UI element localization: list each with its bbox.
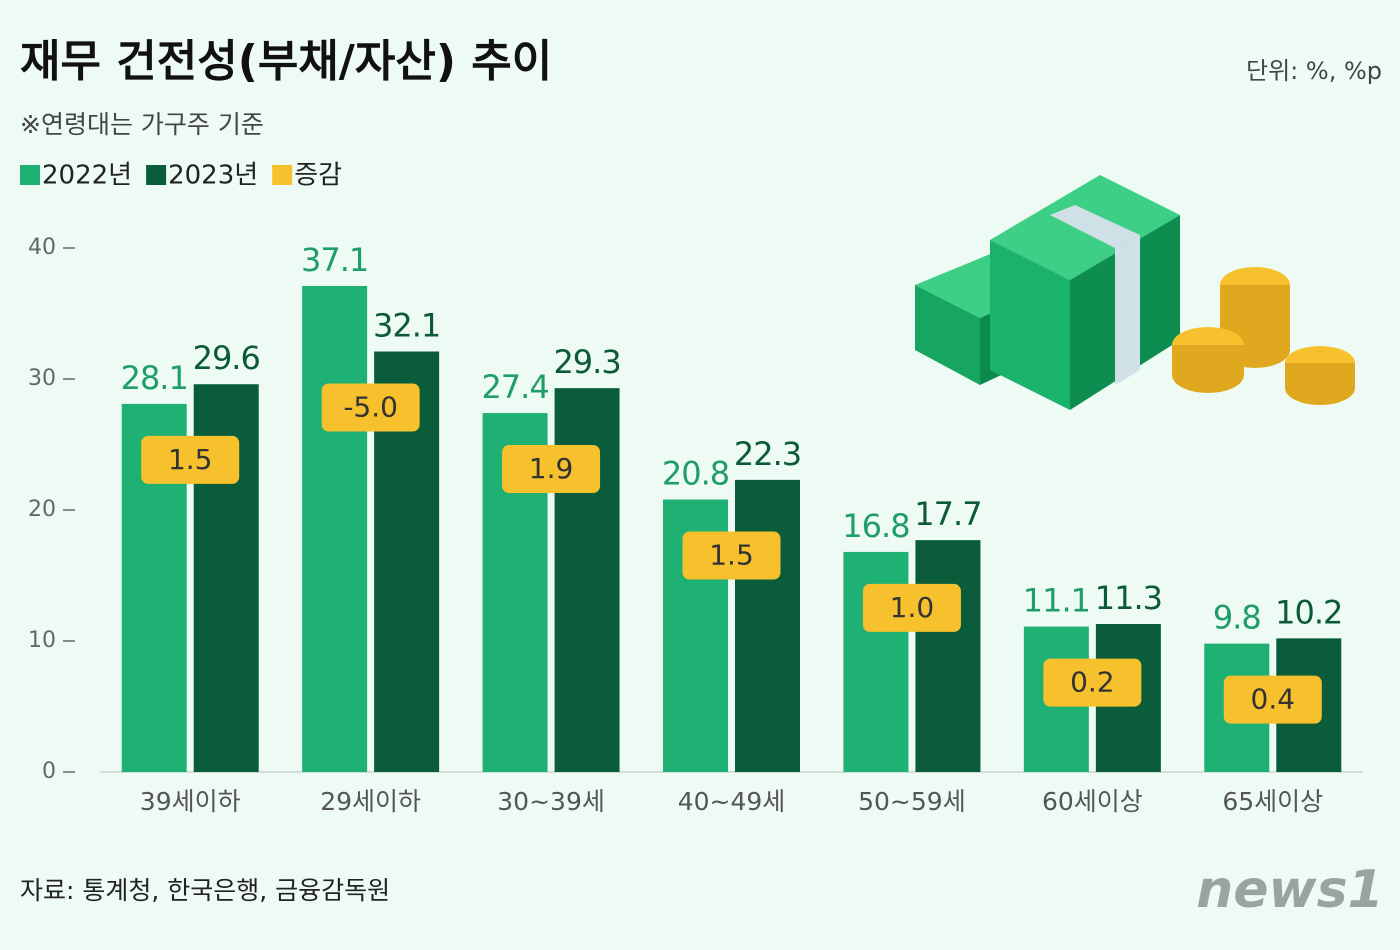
legend-swatch	[272, 165, 293, 185]
value-label: 29.6	[193, 339, 260, 377]
value-label: 27.4	[481, 368, 548, 406]
bar	[915, 540, 981, 772]
change-label: -5.0	[343, 390, 398, 423]
y-tick-label: 0	[42, 759, 56, 784]
value-label: 11.1	[1023, 582, 1090, 620]
value-label: 10.2	[1275, 593, 1342, 631]
money-illustration	[915, 175, 1355, 410]
legend-label: 2022년	[42, 161, 132, 191]
change-badge	[321, 383, 420, 432]
x-tick-label: 29세이하	[320, 787, 421, 816]
change-badge	[682, 531, 781, 580]
note: ※연령대는 가구주 기준	[20, 110, 264, 139]
bar	[735, 479, 800, 772]
bar	[302, 285, 368, 772]
change-badge	[141, 435, 240, 484]
change-label: 0.2	[1070, 666, 1115, 699]
change-label: 1.9	[529, 452, 574, 485]
legend-label: 2023년	[168, 161, 258, 191]
y-tick-label: 20	[28, 497, 56, 522]
value-label: 9.8	[1213, 599, 1261, 637]
value-label: 17.7	[914, 495, 981, 533]
x-tick-label: 40~49세	[678, 787, 786, 816]
y-tick-label: 10	[28, 628, 56, 653]
legend-label: 증감	[294, 161, 342, 191]
y-tick-label: 30	[28, 366, 56, 391]
change-label: 1.0	[890, 591, 935, 624]
legend-swatch	[146, 165, 167, 185]
value-label: 37.1	[301, 241, 368, 279]
x-tick-label: 30~39세	[497, 787, 605, 816]
value-label: 22.3	[734, 435, 801, 473]
logo: news1	[1196, 860, 1383, 920]
change-label: 1.5	[709, 539, 754, 572]
x-tick-label: 50~59세	[858, 787, 966, 816]
change-badge	[502, 445, 601, 494]
value-label: 29.3	[553, 343, 620, 381]
x-tick-label: 39세이하	[140, 787, 241, 816]
value-label: 11.3	[1095, 579, 1162, 617]
value-label: 32.1	[373, 306, 440, 344]
x-tick-label: 65세이상	[1222, 787, 1323, 816]
value-label: 28.1	[121, 359, 188, 397]
change-badge	[1223, 675, 1322, 724]
change-label: 0.4	[1251, 683, 1296, 716]
legend-swatch	[20, 165, 40, 185]
value-label: 20.8	[662, 455, 729, 493]
unit: 단위: %, %p	[1246, 57, 1382, 85]
change-badge	[862, 583, 961, 632]
value-label: 16.8	[842, 507, 909, 545]
source: 자료: 통계청, 한국은행, 금융감독원	[20, 876, 390, 905]
change-badge	[1043, 658, 1142, 707]
y-tick-label: 40	[28, 235, 56, 260]
x-tick-label: 60세이상	[1042, 787, 1143, 816]
change-label: 1.5	[168, 443, 213, 476]
chart-title: 재무 건전성(부채/자산) 추이	[20, 36, 552, 87]
